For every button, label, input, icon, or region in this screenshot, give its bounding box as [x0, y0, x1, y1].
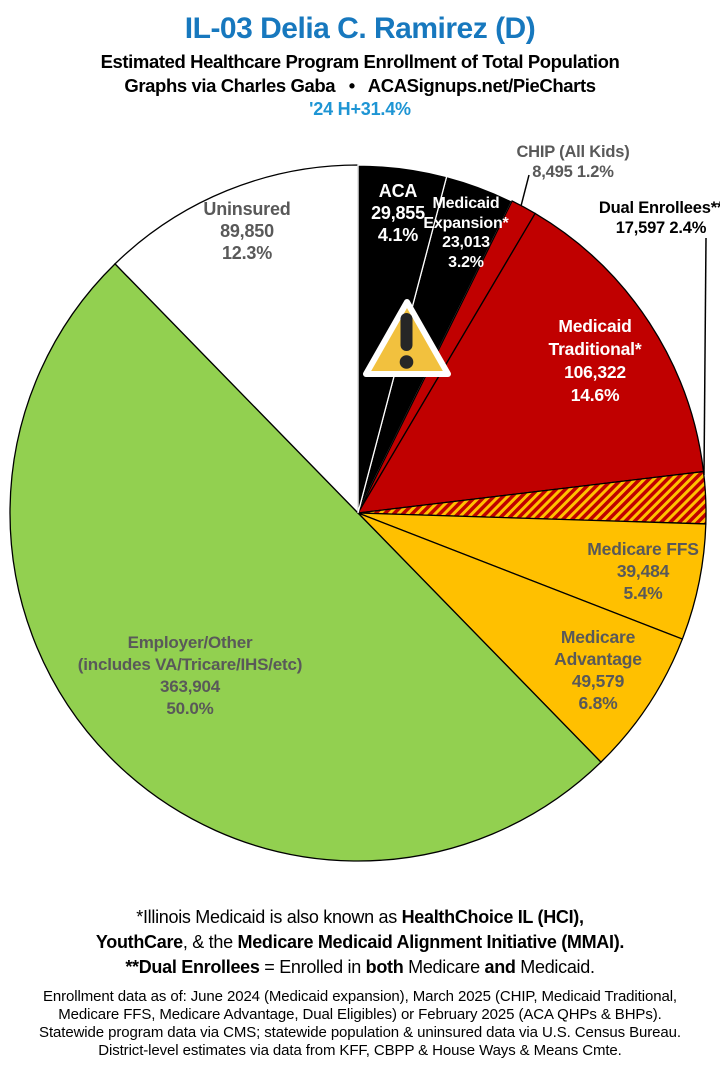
h-plus-stat: '24 H+31.4%: [309, 99, 411, 119]
data-sources-note: Enrollment data as of: June 2024 (Medica…: [0, 988, 720, 1060]
footnote-line: **Dual Enrollees = Enrolled in both Medi…: [125, 957, 595, 977]
source-line: Enrollment data as of: June 2024 (Medica…: [42, 988, 677, 1005]
slice-medicaid-traditional: [356, 212, 705, 514]
chip-leader-line: [520, 174, 530, 207]
slice-medicare-advantage: [357, 512, 684, 764]
footnote-line: *Illinois Medicaid is also known as Heal…: [136, 907, 584, 927]
warning-exclamation-bar: [400, 313, 413, 351]
attribution-line: Graphs via Charles Gaba • ACASignups.net…: [124, 75, 596, 96]
leader-lines: [520, 174, 707, 476]
source-line: District-level estimates via data from K…: [98, 1042, 622, 1059]
footnote-line: YouthCare, & the Medicare Medicaid Align…: [95, 932, 625, 952]
slice-uninsured: [114, 164, 359, 515]
source-line: Statewide program data via CMS; statewid…: [39, 1024, 681, 1041]
source-line: Medicare FFS, Medicare Advantage, Dual E…: [58, 1006, 662, 1023]
page-title: IL-03 Delia C. Ramirez (D): [184, 12, 536, 45]
dual-enrollees-leader-line: [703, 237, 707, 476]
warning-exclamation-dot: [399, 355, 414, 369]
slice-employer-other: [9, 262, 602, 862]
medicaid-footnote: *Illinois Medicaid is also known as Heal…: [0, 905, 720, 980]
warning-triangle-icon: [363, 299, 451, 377]
pie-slices: [9, 164, 707, 862]
chart-subtitle: Estimated Healthcare Program Enrollment …: [100, 51, 620, 72]
